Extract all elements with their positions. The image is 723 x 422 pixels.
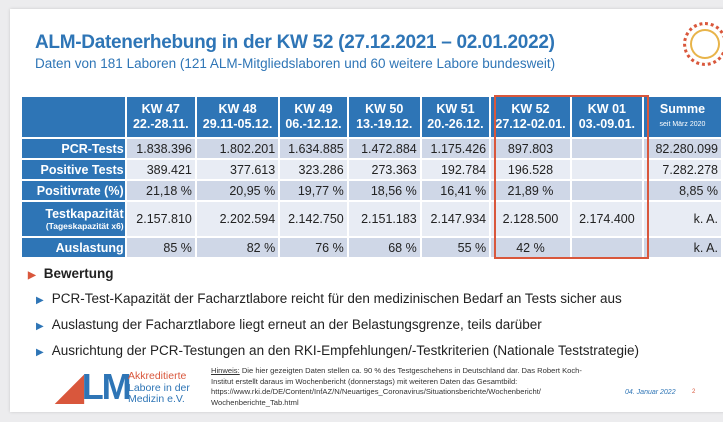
table-row: Positive Tests 389.421 377.613 323.286 273.3… [20, 158, 723, 181]
virus-icon [683, 22, 723, 66]
table-cell: 897.803 [489, 137, 572, 160]
table-cell: 21,89 % [489, 179, 572, 202]
table-cell: 18,56 % [346, 179, 422, 202]
table-cell: 2.157.810 [124, 200, 197, 238]
table-cell: 273.363 [346, 158, 422, 181]
table-row: Positivrate (%) 21,18 % 20,95 % 19,77 % 18,5… [20, 179, 723, 202]
table-cell: 82 % [194, 236, 281, 259]
table-cell: 82.280.099 [641, 137, 723, 160]
col-header: KW 48 29.11-05.12. [194, 95, 281, 139]
table-cell: 85 % [124, 236, 197, 259]
data-table: KW 47 22.-28.11. KW 48 29.11-05.12. KW 49 0… [20, 95, 723, 259]
table-cell: 1.175.426 [419, 137, 492, 160]
col-header: KW 47 22.-28.11. [124, 95, 197, 139]
bullet-item: ▶ Ausrichtung der PCR-Testungen an den RK… [36, 343, 640, 358]
bullet-item: ▶ Auslastung der Facharztlabore liegt ern… [36, 317, 542, 332]
highlight-box [494, 95, 649, 259]
col-header: KW 01 03.-09.01. [569, 95, 644, 139]
table-cell: 2.147.934 [419, 200, 492, 238]
table-cell: 20,95 % [194, 179, 281, 202]
footer-date: 04. Januar 2022 [625, 389, 676, 396]
slide-subtitle: Daten von 181 Laboren (121 ALM-Mitglieds… [35, 56, 556, 71]
table-cell: 2.151.183 [346, 200, 422, 238]
table-cell: 19,77 % [278, 179, 349, 202]
table-cell: 8,85 % [641, 179, 723, 202]
table-row: Testkapazität (Tageskapazität x6) 2.157.81… [20, 200, 723, 238]
row-label: Auslastung [20, 236, 127, 259]
table-cell: 389.421 [124, 158, 197, 181]
table-row: PCR-Tests 1.838.396 1.802.201 1.634.885 1.47… [20, 137, 723, 160]
row-label: Positivrate (%) [20, 179, 127, 202]
table-cell: 323.286 [278, 158, 349, 181]
table-row: Auslastung 85 % 82 % 76 % 68 % 55 % 42 % k. A. [20, 236, 723, 259]
table-cell: 2.128.500 [489, 200, 572, 238]
table-cell: k. A. [641, 236, 723, 259]
table-cell: 68 % [346, 236, 422, 259]
row-label: Testkapazität (Tageskapazität x6) [20, 200, 127, 238]
col-header: KW 49 06.-12.12. [278, 95, 349, 139]
footer-hint: Hinweis: Die hier gezeigten Daten stelle… [211, 366, 582, 407]
bewertung-heading: ▶ Bewertung [28, 266, 114, 281]
table-cell: 1.802.201 [194, 137, 281, 160]
table-cell: 1.634.885 [278, 137, 349, 160]
alm-logo: ◢LM Akkreditierte Labore in der Medizin e.… [56, 366, 190, 407]
page-number: 2 [692, 389, 696, 395]
table-cell: 16,41 % [419, 179, 492, 202]
col-header: KW 52 27.12-02.01. [489, 95, 572, 139]
table-cell: 55 % [419, 236, 492, 259]
table-cell: 377.613 [194, 158, 281, 181]
table-cell [569, 158, 644, 181]
col-header: KW 51 20.-26.12. [419, 95, 492, 139]
table-cell: 21,18 % [124, 179, 197, 202]
table-cell [569, 137, 644, 160]
row-label: Positive Tests [20, 158, 127, 181]
table-cell: 1.838.396 [124, 137, 197, 160]
col-header-summe: Summe seit März 2020 [641, 95, 723, 139]
row-label: PCR-Tests [20, 137, 127, 160]
table-cell: 2.174.400 [569, 200, 644, 238]
table-cell: 7.282.278 [641, 158, 723, 181]
header-row: KW 47 22.-28.11. KW 48 29.11-05.12. KW 49 0… [20, 95, 723, 139]
table-cell: 1.472.884 [346, 137, 422, 160]
table-cell: 2.202.594 [194, 200, 281, 238]
slide-title: ALM-Datenerhebung in der KW 52 (27.12.20… [35, 32, 555, 53]
bullet-item: ▶ PCR-Test-Kapazität der Facharztlabore r… [36, 291, 622, 306]
col-header: KW 50 13.-19.12. [346, 95, 422, 139]
table-cell: 192.784 [419, 158, 492, 181]
table-cell: 2.142.750 [278, 200, 349, 238]
table-cell: 76 % [278, 236, 349, 259]
table-cell [569, 179, 644, 202]
corner-cell [20, 95, 127, 139]
table-cell: 196.528 [489, 158, 572, 181]
table-cell: k. A. [641, 200, 723, 238]
